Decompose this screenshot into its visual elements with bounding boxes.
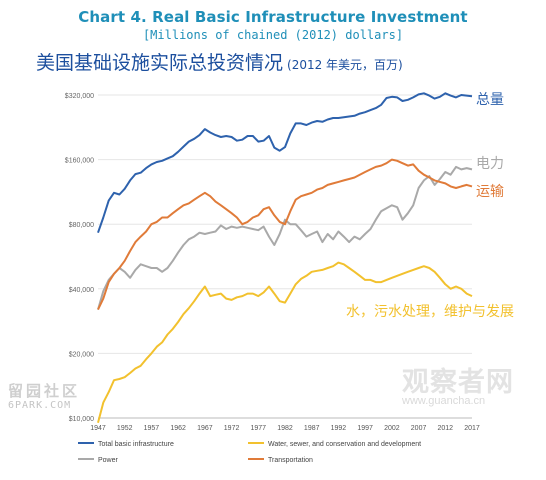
series-label-cn: 运输 <box>476 184 504 200</box>
legend-label: Water, sewer, and conservation and devel… <box>268 441 421 448</box>
y-tick-label: $40,000 <box>69 287 94 294</box>
y-tick-label: $10,000 <box>69 416 94 423</box>
series-line-3 <box>97 261 473 424</box>
x-tick-label: 2017 <box>464 425 480 432</box>
chinese-title: 美国基础设施实际总投资情况 (2012 年美元，百万) <box>36 48 403 75</box>
x-tick-label: 1947 <box>90 425 106 432</box>
series-label-cn: 电力 <box>476 156 504 172</box>
x-tick-label: 1962 <box>170 425 186 432</box>
watermark-left: 留园社区 <box>8 382 81 400</box>
chinese-title-main: 美国基础设施实际总投资情况 <box>36 52 284 74</box>
y-tick-label: $80,000 <box>69 222 94 229</box>
x-tick-label: 1972 <box>224 425 240 432</box>
legend-label: Transportation <box>268 457 313 464</box>
y-tick-label: $20,000 <box>69 351 94 358</box>
series-label-cn: 水，污水处理，维护与发展 <box>346 304 514 320</box>
series-label-cn: 总量 <box>476 92 504 108</box>
series-line-1 <box>97 165 473 310</box>
x-tick-label: 1992 <box>331 425 347 432</box>
chinese-title-unit: (2012 年美元，百万) <box>287 58 403 72</box>
watermark-right: 观察者网 <box>402 367 514 398</box>
chart-title: Chart 4. Real Basic Infrastructure Inves… <box>78 8 468 26</box>
chart-subtitle: [Millions of chained (2012) dollars] <box>142 28 404 42</box>
x-tick-label: 1987 <box>304 425 320 432</box>
x-tick-label: 2012 <box>437 425 453 432</box>
y-tick-label: $160,000 <box>65 158 94 165</box>
legend-label: Total basic infrastructure <box>98 441 174 448</box>
watermark-right-url: www.guancha.cn <box>402 395 486 407</box>
x-tick-label: 1982 <box>277 425 293 432</box>
x-tick-label: 1957 <box>144 425 160 432</box>
series-line-0 <box>97 92 473 234</box>
legend-label: Power <box>98 457 119 464</box>
watermark-left-url: 6PARK.COM <box>8 400 72 411</box>
x-tick-label: 1977 <box>250 425 266 432</box>
y-tick-label: $320,000 <box>65 93 94 100</box>
x-tick-label: 2002 <box>384 425 400 432</box>
x-tick-label: 1952 <box>117 425 133 432</box>
series-line-2 <box>97 158 473 311</box>
x-tick-label: 1997 <box>357 425 373 432</box>
x-tick-label: 1967 <box>197 425 213 432</box>
x-tick-label: 2007 <box>411 425 427 432</box>
